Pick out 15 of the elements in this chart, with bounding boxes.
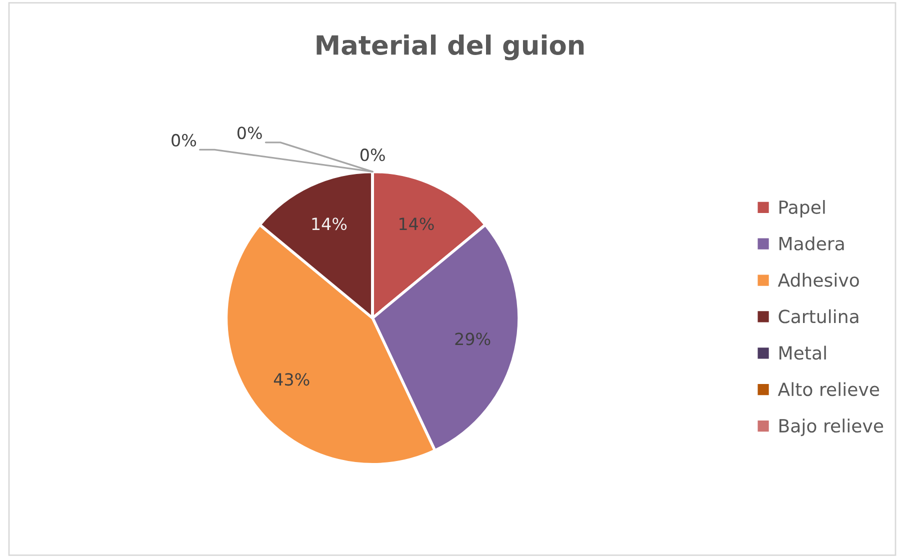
legend-label: Papel [779, 200, 825, 218]
legend-label: Cartulina [778, 309, 858, 324]
data-label: 29% [455, 332, 490, 346]
chart-title: Material del guion [316, 34, 584, 60]
text: 0% [172, 134, 196, 146]
data-label: 43% [274, 373, 310, 386]
data-label: 14% [312, 218, 347, 230]
legend-label: Bajo relieve [779, 418, 884, 436]
legend-label: Metal [779, 346, 826, 360]
legend-label: Adhesivo [778, 272, 859, 287]
text: 0% [360, 148, 385, 162]
data-label: 14% [400, 218, 434, 230]
legend-label: Madera [779, 236, 844, 250]
text: 0% [237, 126, 262, 140]
legend-label: Alto relieve [778, 382, 880, 396]
